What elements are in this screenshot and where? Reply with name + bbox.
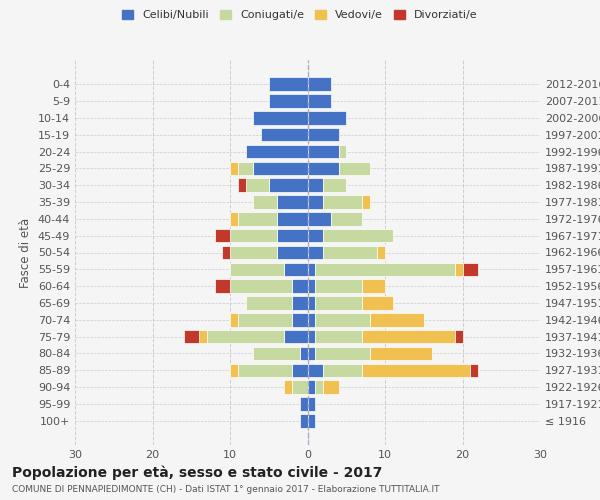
Bar [238, 313, 292, 326]
Bar [315, 380, 323, 394]
Bar [362, 330, 455, 344]
Legend: Celibi/Nubili, Coniugati/e, Vedovi/e, Divorziati/e: Celibi/Nubili, Coniugati/e, Vedovi/e, Di… [118, 6, 482, 25]
Bar [300, 346, 308, 360]
Bar [245, 145, 308, 158]
Bar [238, 178, 245, 192]
Bar [308, 162, 338, 175]
Bar [292, 380, 308, 394]
Bar [238, 212, 277, 226]
Bar [308, 280, 315, 293]
Bar [300, 397, 308, 410]
Bar [362, 280, 385, 293]
Bar [308, 246, 323, 259]
Bar [245, 178, 269, 192]
Bar [362, 296, 393, 310]
Bar [308, 313, 315, 326]
Bar [308, 212, 331, 226]
Text: COMUNE DI PENNAPIEDIMONTE (CH) - Dati ISTAT 1° gennaio 2017 - Elaborazione TUTTI: COMUNE DI PENNAPIEDIMONTE (CH) - Dati IS… [12, 485, 439, 494]
Bar [315, 280, 362, 293]
Bar [308, 346, 315, 360]
Bar [308, 128, 338, 141]
Bar [362, 364, 470, 377]
Bar [292, 364, 308, 377]
Bar [269, 178, 308, 192]
Bar [292, 296, 308, 310]
Bar [308, 178, 323, 192]
Bar [323, 196, 362, 209]
Bar [308, 414, 315, 428]
Bar [338, 145, 346, 158]
Bar [253, 346, 300, 360]
Bar [308, 380, 315, 394]
Bar [238, 162, 253, 175]
Text: Popolazione per età, sesso e stato civile - 2017: Popolazione per età, sesso e stato civil… [12, 465, 382, 479]
Bar [184, 330, 199, 344]
Bar [253, 162, 308, 175]
Bar [308, 330, 315, 344]
Bar [323, 246, 377, 259]
Bar [455, 262, 463, 276]
Bar [222, 246, 230, 259]
Bar [230, 262, 284, 276]
Bar [370, 346, 431, 360]
Bar [308, 111, 346, 124]
Bar [230, 364, 238, 377]
Bar [284, 262, 308, 276]
Bar [331, 212, 362, 226]
Bar [455, 330, 463, 344]
Bar [199, 330, 207, 344]
Bar [277, 229, 308, 242]
Bar [308, 196, 323, 209]
Bar [292, 313, 308, 326]
Bar [315, 330, 362, 344]
Bar [315, 346, 370, 360]
Bar [308, 296, 315, 310]
Bar [245, 296, 292, 310]
Bar [230, 212, 238, 226]
Bar [215, 229, 230, 242]
Bar [253, 196, 277, 209]
Bar [269, 94, 308, 108]
Bar [207, 330, 284, 344]
Bar [269, 78, 308, 91]
Bar [277, 212, 308, 226]
Bar [292, 280, 308, 293]
Bar [323, 229, 393, 242]
Bar [284, 380, 292, 394]
Bar [370, 313, 424, 326]
Bar [323, 364, 362, 377]
Bar [261, 128, 308, 141]
Bar [323, 178, 346, 192]
Bar [300, 414, 308, 428]
Bar [362, 196, 370, 209]
Bar [308, 364, 323, 377]
Bar [253, 111, 308, 124]
Bar [308, 229, 323, 242]
Bar [315, 296, 362, 310]
Bar [308, 397, 315, 410]
Bar [230, 246, 277, 259]
Bar [230, 280, 292, 293]
Bar [230, 229, 277, 242]
Bar [338, 162, 370, 175]
Bar [323, 380, 338, 394]
Bar [277, 196, 308, 209]
Bar [315, 313, 370, 326]
Bar [277, 246, 308, 259]
Bar [308, 145, 338, 158]
Bar [470, 364, 478, 377]
Bar [284, 330, 308, 344]
Bar [308, 94, 331, 108]
Bar [377, 246, 385, 259]
Bar [315, 262, 455, 276]
Y-axis label: Fasce di età: Fasce di età [19, 218, 32, 288]
Bar [215, 280, 230, 293]
Bar [463, 262, 478, 276]
Bar [230, 313, 238, 326]
Bar [230, 162, 238, 175]
Bar [238, 364, 292, 377]
Bar [308, 78, 331, 91]
Bar [308, 262, 315, 276]
